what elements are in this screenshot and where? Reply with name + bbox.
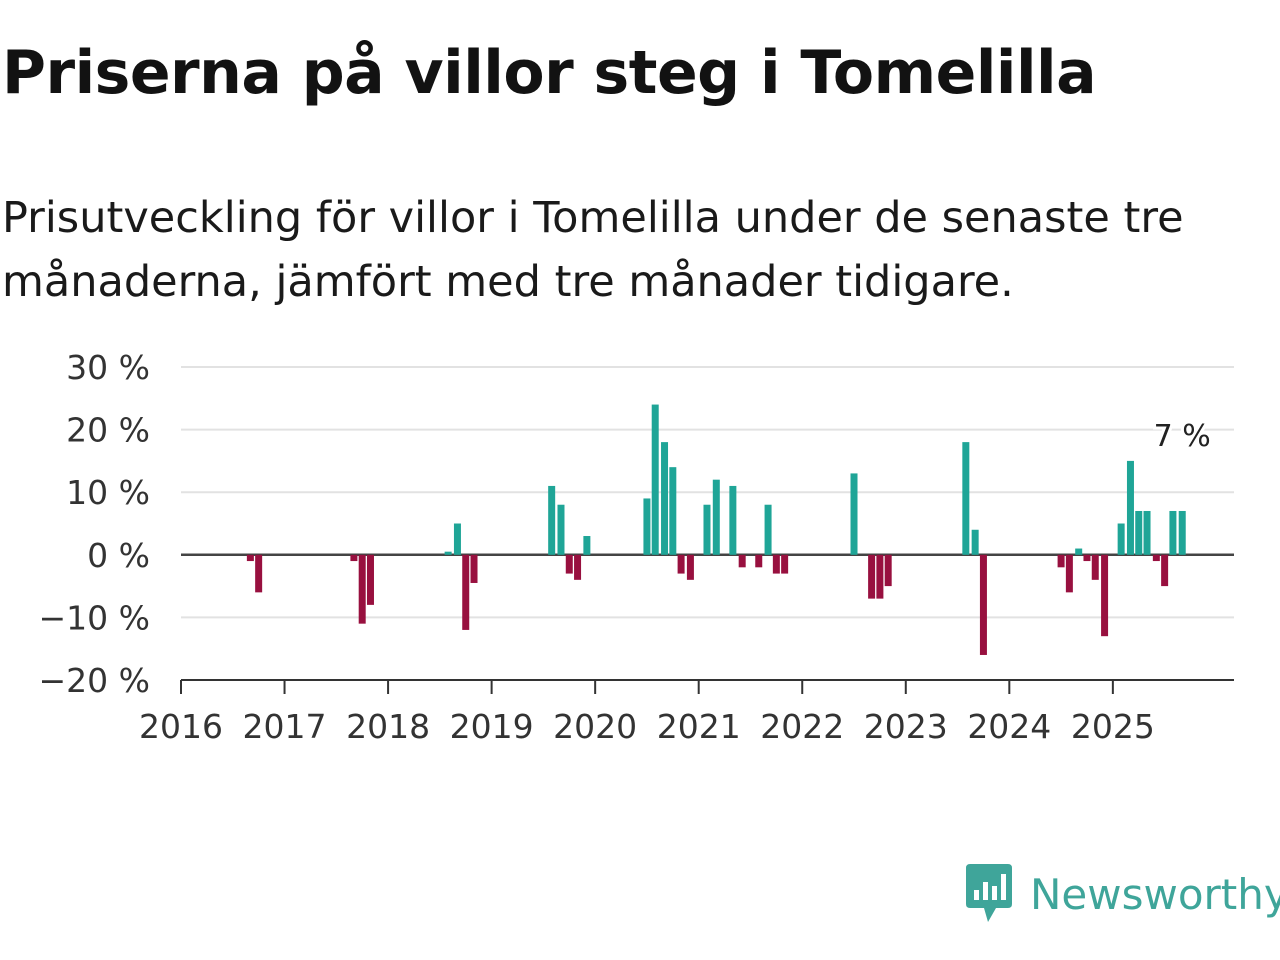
bar <box>651 404 659 555</box>
x-tick-label: 2018 <box>346 707 430 746</box>
bar <box>366 554 374 605</box>
y-tick-label: 10 % <box>66 473 150 512</box>
x-tick-label: 2024 <box>967 707 1051 746</box>
bar <box>772 554 780 574</box>
y-tick-label: −10 % <box>39 598 151 637</box>
x-tick-label: 2017 <box>243 707 327 746</box>
bar <box>1178 510 1186 555</box>
x-tick-label: 2023 <box>864 707 948 746</box>
brand-logo: Newsworthy <box>964 864 1280 924</box>
bar <box>669 467 677 555</box>
bar <box>1135 510 1143 555</box>
bar <box>1057 554 1065 568</box>
bar <box>643 498 651 555</box>
bar <box>1169 510 1177 555</box>
y-axis-labels: 30 % 20 % 10 % 0 % −10 % −20 % <box>39 348 151 700</box>
bar <box>764 504 772 555</box>
bar <box>884 554 892 587</box>
bar <box>971 529 979 555</box>
bar <box>686 554 694 580</box>
bar <box>712 479 720 555</box>
bar <box>738 554 746 568</box>
bar <box>661 442 669 555</box>
x-tick-label: 2016 <box>139 707 223 746</box>
x-tick-label: 2021 <box>657 707 741 746</box>
y-tick-label: 20 % <box>66 411 150 450</box>
bar <box>350 554 358 562</box>
x-axis: 2016 2017 2018 2019 2020 2021 2022 2023 2024 2025 <box>139 679 1234 746</box>
bar <box>850 473 858 555</box>
bar <box>677 554 685 574</box>
bar <box>255 554 263 593</box>
bar <box>979 554 987 655</box>
bar <box>1152 554 1160 562</box>
bar <box>574 554 582 580</box>
brand-name: Newsworthy <box>1030 869 1280 919</box>
x-tick-label: 2020 <box>553 707 637 746</box>
bar <box>246 554 254 562</box>
bar <box>781 554 789 574</box>
annotations: 7 % <box>1151 416 1214 457</box>
bar-chart: 30 %20 %10 %0 %−10 %−20 % 2016 2017 2018 20… <box>39 348 1234 746</box>
bar <box>462 554 470 630</box>
bar <box>962 442 970 555</box>
chart-subtitle: Prisutveckling för villor i Tomelilla un… <box>2 193 1184 307</box>
bar <box>1091 554 1099 580</box>
value-annotation: 7 % <box>1154 419 1211 454</box>
bar <box>876 554 884 599</box>
bar <box>1161 554 1169 587</box>
bar <box>1075 548 1083 555</box>
bar <box>444 551 452 555</box>
x-tick-label: 2019 <box>450 707 534 746</box>
bar <box>557 504 565 555</box>
x-tick-label: 2022 <box>760 707 844 746</box>
bar <box>583 536 591 555</box>
y-tick-label: 0 % <box>87 536 150 575</box>
bar <box>868 554 876 599</box>
chart-title: Priserna på villor steg i Tomelilla <box>2 38 1097 108</box>
bar <box>755 554 763 568</box>
bar <box>1101 554 1109 637</box>
bar <box>470 554 478 583</box>
y-tick-label: −20 % <box>39 661 151 700</box>
bar <box>703 504 711 555</box>
bar <box>1126 460 1134 555</box>
bar <box>453 523 461 555</box>
bar <box>358 554 366 624</box>
bar <box>565 554 573 574</box>
bar <box>1143 510 1151 555</box>
x-tick-label: 2025 <box>1071 707 1155 746</box>
bar <box>1065 554 1073 593</box>
y-tick-label: 30 % <box>66 348 150 387</box>
bar <box>1117 523 1125 555</box>
newsworthy-logo-icon <box>966 864 1012 922</box>
bar <box>548 485 556 555</box>
bars <box>246 404 1186 655</box>
bar <box>1083 554 1091 562</box>
bar <box>729 485 737 555</box>
